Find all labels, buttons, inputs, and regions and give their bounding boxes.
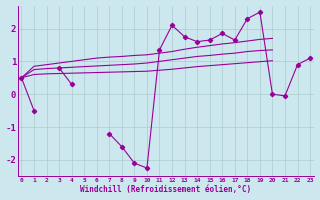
X-axis label: Windchill (Refroidissement éolien,°C): Windchill (Refroidissement éolien,°C) — [80, 185, 251, 194]
